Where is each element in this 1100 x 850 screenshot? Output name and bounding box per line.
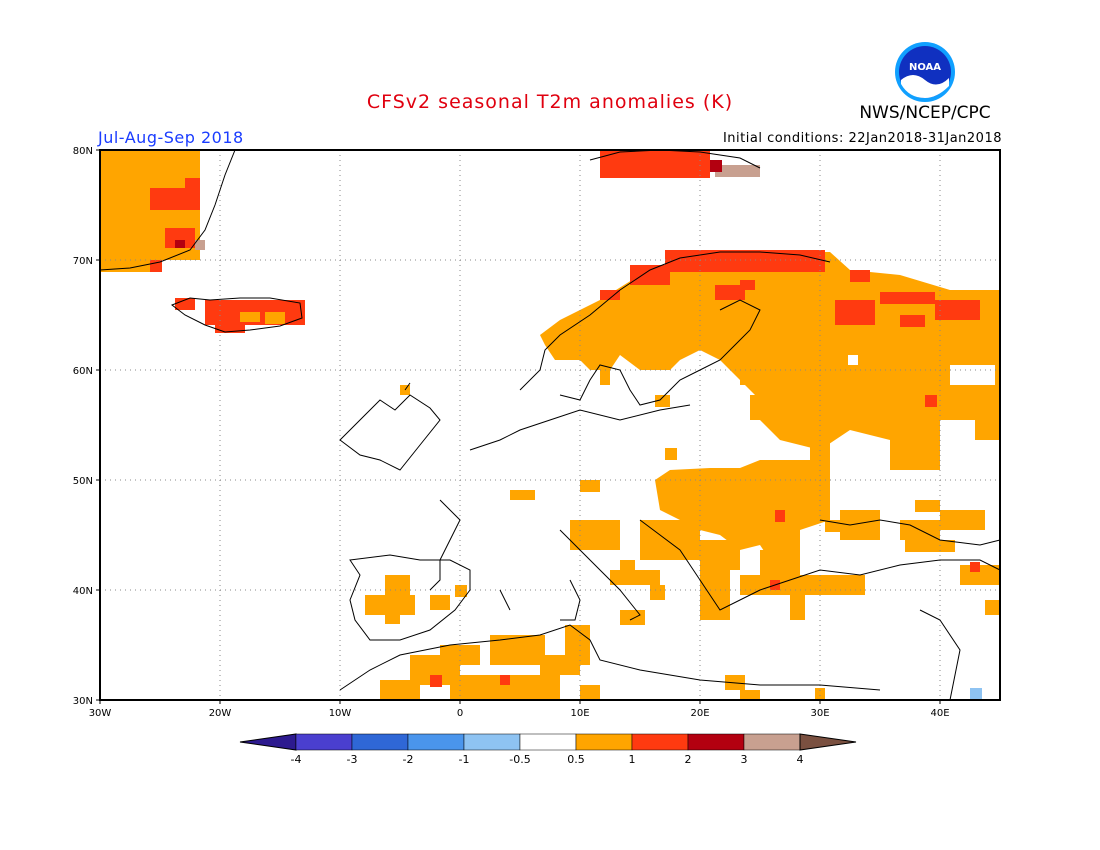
lon-label-10e: 10E xyxy=(570,708,589,719)
colorbar-swatch xyxy=(463,733,521,751)
forecast-period: Jul-Aug-Sep 2018 xyxy=(98,128,244,147)
longitude-labels: 30W 20W 10W 0 10E 20E 30E 40E xyxy=(89,708,950,719)
colorbar-label: 1 xyxy=(629,753,636,766)
colorbar-swatch xyxy=(295,733,353,751)
colorbar-swatch xyxy=(687,733,745,751)
colorbar-swatch xyxy=(575,733,633,751)
lon-label-30e: 30E xyxy=(810,708,829,719)
colorbar-upper-extension xyxy=(799,733,857,751)
colorbar-swatch xyxy=(631,733,689,751)
grid-lines xyxy=(100,150,1000,700)
colorbar-label: -2 xyxy=(403,753,414,766)
colorbar-label: -4 xyxy=(291,753,302,766)
anomaly-shading xyxy=(100,150,1000,700)
colorbar-label: -1 xyxy=(459,753,470,766)
colorbar-swatch xyxy=(519,733,577,751)
axis-ticks xyxy=(96,149,941,704)
lon-label-40e: 40E xyxy=(930,708,949,719)
lon-label-10w: 10W xyxy=(329,708,352,719)
lat-label-40n: 40N xyxy=(73,586,93,597)
colorbar-lower-extension xyxy=(239,733,297,751)
colorbar-label: 2 xyxy=(685,753,692,766)
colorbar-swatch xyxy=(351,733,409,751)
noaa-logo-text: NOAA xyxy=(909,62,941,73)
colorbar: -4 -3 -2 -1 -0.5 0.5 1 2 3 4 xyxy=(239,733,857,766)
coastlines xyxy=(99,149,1001,701)
initial-conditions: Initial conditions: 22Jan2018-31Jan2018 xyxy=(722,131,1002,146)
colorbar-label: 4 xyxy=(797,753,804,766)
colorbar-swatch xyxy=(743,733,801,751)
lon-label-20e: 20E xyxy=(690,708,709,719)
noaa-logo: NOAA xyxy=(895,42,955,102)
latitude-labels: 80N 70N 60N 50N 40N 30N xyxy=(73,146,93,707)
lon-label-20w: 20W xyxy=(209,708,232,719)
lat-label-30n: 30N xyxy=(73,696,93,707)
lon-label-0: 0 xyxy=(457,708,463,719)
colorbar-label: 3 xyxy=(741,753,748,766)
lat-label-70n: 70N xyxy=(73,256,93,267)
plot-frame xyxy=(99,149,1001,701)
colorbar-label: -3 xyxy=(347,753,358,766)
colorbar-label: -0.5 xyxy=(509,753,530,766)
agency-label: NWS/NCEP/CPC xyxy=(859,103,991,123)
lat-label-50n: 50N xyxy=(73,476,93,487)
colorbar-swatch xyxy=(407,733,465,751)
lat-label-80n: 80N xyxy=(73,146,93,157)
lon-label-30w: 30W xyxy=(89,708,112,719)
colorbar-label: 0.5 xyxy=(567,753,585,766)
lat-label-60n: 60N xyxy=(73,366,93,377)
map-title: CFSv2 seasonal T2m anomalies (K) xyxy=(366,91,734,113)
